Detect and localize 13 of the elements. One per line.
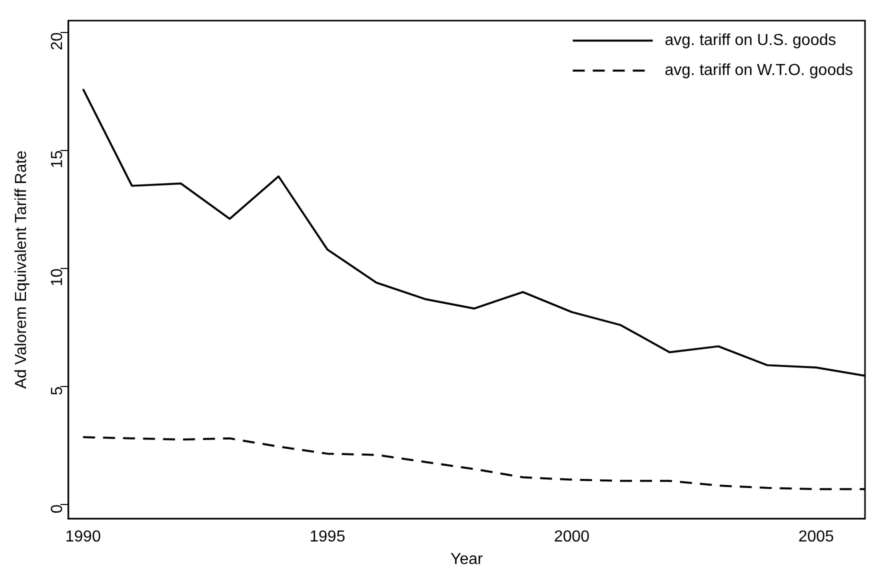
- y-tick-label: 15: [48, 150, 66, 168]
- legend-label: avg. tariff on U.S. goods: [664, 32, 836, 50]
- y-tick-label: 5: [48, 386, 66, 396]
- y-tick-label: 10: [48, 268, 66, 286]
- legend-label: avg. tariff on W.T.O. goods: [664, 62, 854, 80]
- y-tick-label: 0: [48, 504, 66, 514]
- y-tick-label: 20: [48, 32, 66, 50]
- x-tick-label: 1990: [65, 528, 101, 546]
- y-axis-title: Ad Valorem Equivalent Tariff Rate: [13, 150, 30, 389]
- x-axis-title: Year: [450, 550, 484, 568]
- x-tick-label: 2005: [798, 528, 834, 546]
- x-tick-label: 2000: [554, 528, 590, 546]
- x-tick-label: 1995: [310, 528, 346, 546]
